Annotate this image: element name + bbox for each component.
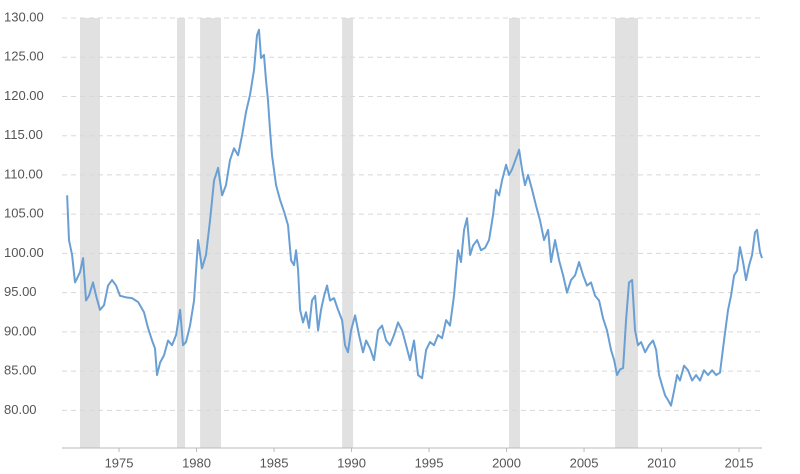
x-tick-label: 1980 [182, 455, 211, 470]
x-tick-label: 2015 [725, 455, 754, 470]
y-tick-label: 105.00 [4, 206, 44, 221]
y-tick-label: 90.00 [4, 323, 37, 338]
shaded-range [177, 18, 186, 448]
x-tick-label: 1985 [260, 455, 289, 470]
x-tick-label: 2005 [570, 455, 599, 470]
y-tick-label: 80.00 [4, 402, 37, 417]
y-tick-label: 115.00 [4, 127, 43, 142]
data-line [66, 28, 763, 407]
shaded-range [79, 18, 100, 448]
shaded-range [342, 18, 354, 448]
y-tick-label: 120.00 [4, 88, 44, 103]
x-tick-label: 2010 [647, 455, 676, 470]
y-tick-label: 85.00 [4, 363, 37, 378]
x-tick-label: 1990 [337, 455, 366, 470]
y-tick-label: 100.00 [4, 245, 44, 260]
shaded-range [615, 18, 638, 448]
x-tick-label: 1975 [105, 455, 134, 470]
shaded-range [200, 18, 222, 448]
y-tick-label: 125.00 [4, 49, 44, 64]
x-tick-label: 2000 [492, 455, 521, 470]
y-tick-label: 95.00 [4, 284, 37, 299]
y-tick-label: 130.00 [4, 9, 44, 24]
x-tick-label: 1995 [415, 455, 444, 470]
shaded-range [509, 18, 521, 448]
y-tick-label: 110.00 [4, 166, 43, 181]
